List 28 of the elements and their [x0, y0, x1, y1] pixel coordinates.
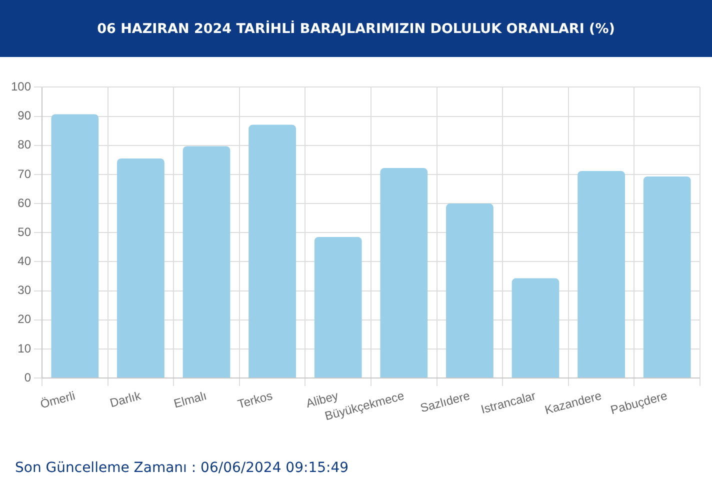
y-tick-label: 100: [10, 80, 32, 94]
bar: [117, 158, 164, 378]
y-tick-label: 90: [18, 108, 32, 123]
y-tick-label: 40: [18, 254, 32, 268]
x-tick-label: Elmalı: [172, 388, 208, 411]
bar: [182, 146, 230, 378]
y-tick-label: 60: [18, 196, 32, 210]
y-tick-label: 10: [18, 341, 32, 356]
y-tick-label: 0: [24, 370, 32, 384]
y-tick-label: 70: [18, 166, 32, 181]
bar: [578, 170, 625, 378]
x-tick-label: Ömerli: [38, 388, 77, 412]
x-tick-label: Terkos: [236, 388, 274, 412]
bar: [643, 176, 691, 378]
x-tick-label: Darlık: [108, 388, 144, 410]
bar: [51, 114, 99, 378]
y-tick-label: 30: [18, 283, 32, 298]
y-tick-label: 50: [18, 224, 32, 239]
chart-title: 06 HAZIRAN 2024 TARİHLİ BARAJLARIMIZIN DOLULUK ORANLARI (%): [0, 0, 712, 57]
bar: [248, 124, 296, 378]
bar: [512, 278, 560, 378]
y-tick-label: 20: [18, 312, 32, 326]
x-tick-label: Sazlıdere: [418, 388, 472, 416]
text: Son Güncelleme Zamanı : 06/06/2024 09:15:49: [15, 460, 349, 476]
bar: [446, 204, 494, 378]
bar: [314, 236, 362, 378]
y-tick-label: 80: [18, 138, 32, 152]
bar: [380, 168, 428, 378]
